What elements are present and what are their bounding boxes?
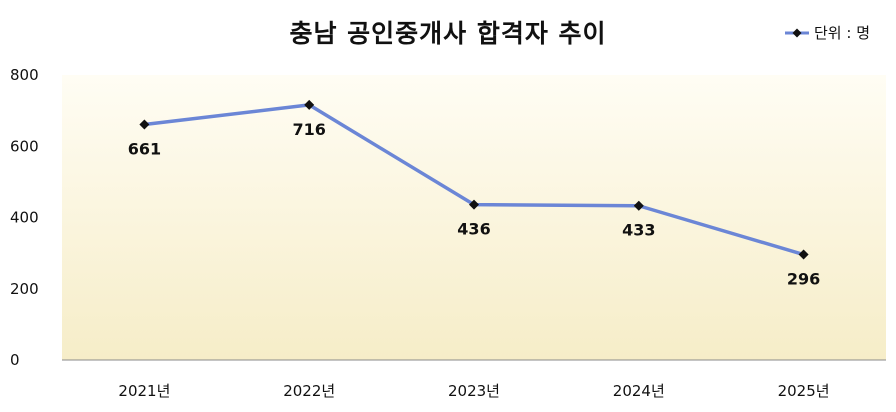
data-label: 436 [457, 220, 490, 239]
x-tick-label: 2022년 [283, 382, 335, 400]
x-tick-label: 2023년 [448, 382, 500, 400]
data-label: 296 [787, 270, 820, 289]
y-tick-label: 600 [10, 137, 39, 155]
data-labels: 661 716 436 433 296 [128, 120, 821, 289]
legend-marker-icon [785, 28, 809, 37]
y-axis: 0 200 400 600 800 [10, 66, 39, 369]
data-label: 716 [292, 120, 325, 139]
data-point-marker [633, 200, 644, 211]
data-label: 661 [128, 140, 161, 159]
legend: 단위 : 명 [784, 22, 870, 43]
y-tick-label: 200 [10, 280, 39, 298]
x-tick-label: 2021년 [118, 382, 170, 400]
data-point-marker [139, 119, 150, 130]
data-label: 433 [622, 221, 655, 240]
plot-area [62, 75, 886, 360]
data-point-marker [469, 199, 479, 210]
legend-label: 단위 : 명 [814, 24, 870, 42]
y-tick-label: 400 [10, 209, 39, 227]
x-axis: 2021년 2022년 2023년 2024년 2025년 [118, 382, 829, 400]
y-tick-label: 800 [10, 66, 39, 84]
chart-title: 충남 공인중개사 합격자 추이 [289, 19, 607, 48]
data-point-marker [304, 99, 315, 110]
y-tick-label: 0 [10, 351, 20, 369]
x-tick-label: 2024년 [613, 382, 665, 400]
x-tick-label: 2025년 [778, 382, 830, 400]
data-point-marker [798, 249, 809, 260]
series-markers [139, 99, 809, 260]
